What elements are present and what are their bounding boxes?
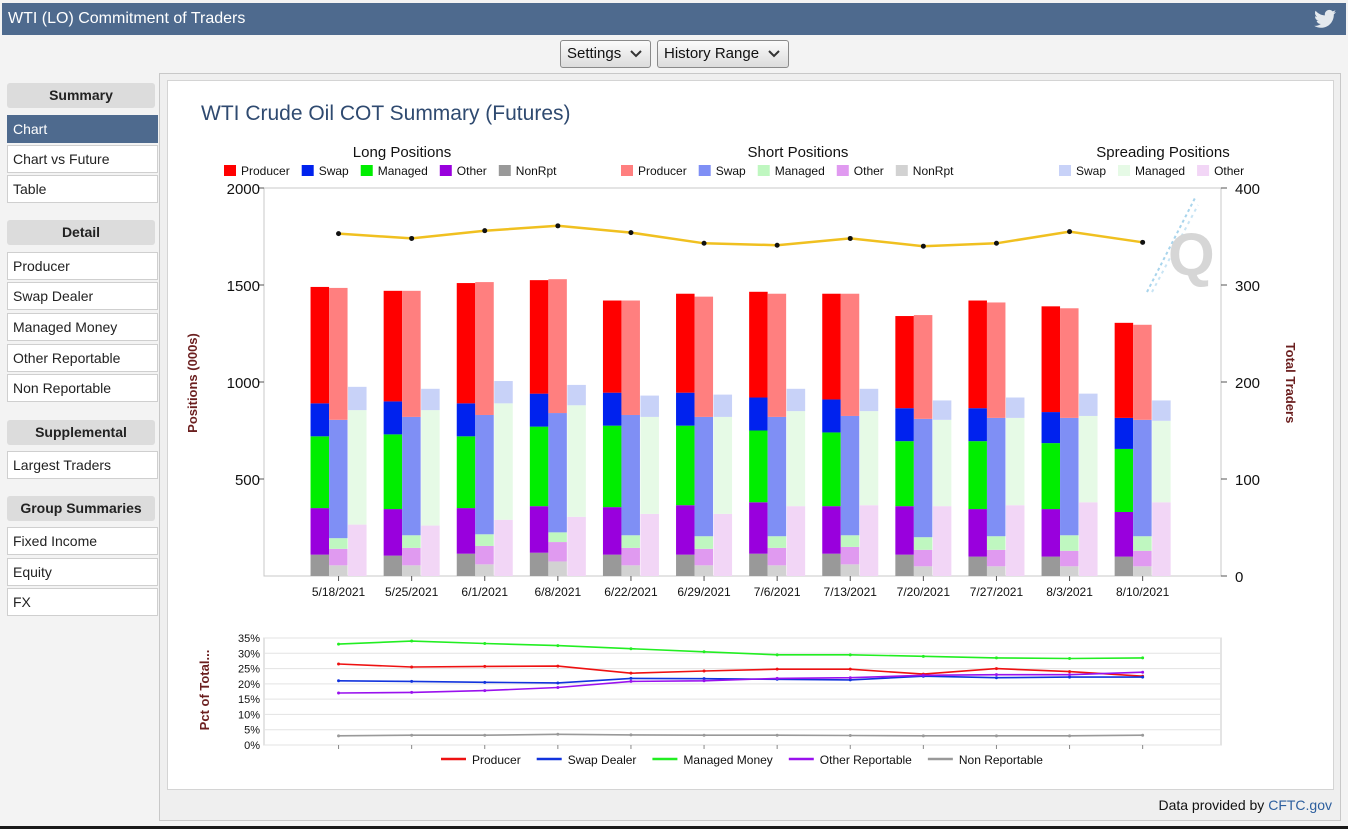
history-range-dropdown[interactable]: History Range [657, 40, 789, 68]
sidebar-item-table[interactable]: Table [7, 175, 158, 203]
chevron-down-icon [630, 50, 643, 58]
section-supplemental: Supplemental [7, 420, 155, 445]
chart-container [167, 80, 1334, 790]
sidebar-item-chart-vs-future[interactable]: Chart vs Future [7, 145, 158, 173]
settings-dropdown[interactable]: Settings [560, 40, 651, 68]
title-bar: WTI (LO) Commitment of Traders [2, 3, 1346, 35]
chevron-down-icon [768, 50, 780, 58]
sidebar-item-fx[interactable]: FX [7, 588, 158, 616]
section-summary: Summary [7, 83, 155, 108]
sidebar-item-largest-traders[interactable]: Largest Traders [7, 451, 158, 479]
sidebar-item-chart[interactable]: Chart [7, 115, 158, 143]
bottom-border [0, 826, 1348, 829]
sidebar-item-equity[interactable]: Equity [7, 558, 158, 586]
window-title: WTI (LO) Commitment of Traders [8, 10, 246, 27]
footer-text: Data provided by [1158, 797, 1265, 813]
twitter-icon[interactable] [1314, 9, 1336, 29]
sidebar-item-producer[interactable]: Producer [7, 252, 158, 280]
footer: Data provided by CFTC.gov [1158, 797, 1332, 813]
section-group-summaries: Group Summaries [7, 496, 155, 521]
section-detail: Detail [7, 220, 155, 245]
sidebar-item-swap-dealer[interactable]: Swap Dealer [7, 282, 158, 310]
settings-label: Settings [567, 45, 622, 62]
sidebar-item-other-reportable[interactable]: Other Reportable [7, 344, 158, 372]
cftc-link[interactable]: CFTC.gov [1268, 797, 1332, 813]
sidebar-item-fixed-income[interactable]: Fixed Income [7, 527, 158, 555]
sidebar-item-non-reportable[interactable]: Non Reportable [7, 374, 158, 402]
history-range-label: History Range [664, 45, 760, 62]
sidebar-item-managed-money[interactable]: Managed Money [7, 313, 158, 341]
